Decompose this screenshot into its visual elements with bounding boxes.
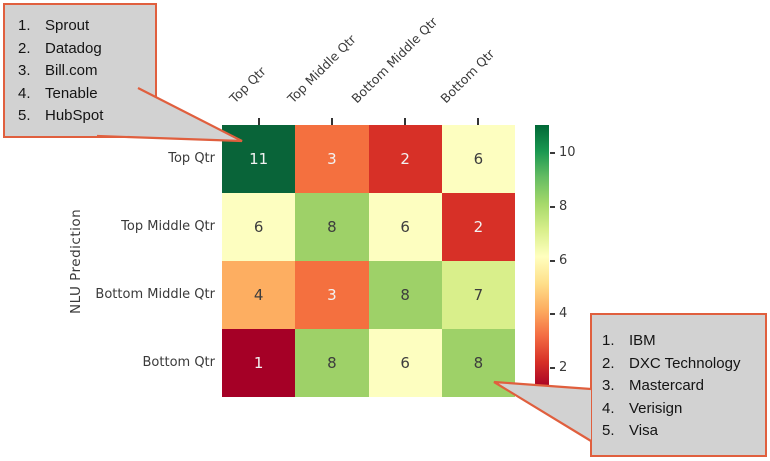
callout-list-item: 2. Datadog — [18, 38, 149, 61]
x-tick-mark — [330, 118, 333, 125]
y-tick-label: Bottom Qtr — [142, 355, 216, 370]
heatmap-cell-r3c1: 8 — [295, 329, 369, 397]
colorbar — [535, 125, 549, 388]
colorbar-tick-mark — [550, 366, 555, 369]
heatmap-cell-r0c3: 6 — [441, 125, 515, 193]
callout-bottom-right: 1. IBM 2. DXC Technology 3. Mastercard 4. Veris… — [590, 313, 767, 457]
heatmap-cell-r3c3: 8 — [441, 329, 515, 397]
x-tick-label: Bottom Middle Qtr — [348, 14, 441, 107]
callout-item-number: 3. — [18, 62, 31, 80]
callout-item-number: 4. — [18, 84, 31, 102]
callout-item-label: Bill.com — [45, 62, 98, 80]
callout-item-number: 5. — [18, 107, 31, 125]
callout-list-item: 5. HubSpot — [18, 105, 149, 128]
x-tick-mark — [404, 118, 407, 125]
heatmap-cell-r1c1: 8 — [295, 193, 369, 261]
colorbar-tick-mark — [550, 205, 555, 208]
callout-item-label: HubSpot — [45, 107, 104, 125]
callout-item-label: Tenable — [45, 84, 98, 102]
callout-bottom-right-list: 1. IBM 2. DXC Technology 3. Mastercard 4. Veris… — [592, 315, 765, 449]
callout-list-item: 2. DXC Technology — [602, 353, 759, 376]
callout-item-label: Visa — [629, 422, 658, 440]
callout-top-left: 1. Sprout 2. Datadog 3. Bill.com 4. Tenable 5. Hu… — [3, 3, 157, 138]
callout-list-item: 4. Tenable — [18, 83, 149, 106]
heatmap-cell-r1c2: 6 — [368, 193, 442, 261]
callout-list-item: 3. Mastercard — [602, 375, 759, 398]
x-tick-label: Bottom Qtr — [437, 46, 498, 106]
callout-item-number: 2. — [602, 354, 615, 372]
colorbar-tick-label: 4 — [559, 306, 568, 322]
callout-list-item: 5. Visa — [602, 420, 759, 443]
callout-item-label: DXC Technology — [629, 354, 741, 372]
colorbar-tick-label: 6 — [559, 252, 568, 268]
callout-item-number: 3. — [602, 377, 615, 395]
heatmap-cell-r1c3: 2 — [441, 193, 515, 261]
heatmap-cell-r0c0: 11 — [222, 125, 296, 193]
callout-list-item: 1. Sprout — [18, 15, 149, 38]
heatmap-cell-r1c0: 6 — [222, 193, 296, 261]
heatmap-cell-r2c2: 8 — [368, 261, 442, 329]
heatmap-cell-r3c0: 1 — [222, 329, 296, 397]
callout-item-number: 1. — [602, 332, 615, 349]
colorbar-tick-mark — [550, 152, 555, 155]
colorbar-tick-label: 2 — [559, 359, 568, 375]
heatmap-cell-r2c1: 3 — [295, 261, 369, 329]
callout-item-label: Verisign — [629, 399, 683, 417]
callout-item-number: 4. — [602, 399, 615, 417]
callout-top-left-list: 1. Sprout 2. Datadog 3. Bill.com 4. Tenable 5. Hu… — [5, 5, 155, 134]
x-tick-label: Top Qtr — [226, 63, 270, 106]
heatmap-grid: 11 3 2 6 6 8 6 2 4 3 8 7 1 8 6 8 — [222, 125, 515, 397]
heatmap-cell-r3c2: 6 — [368, 329, 442, 397]
callout-item-number: 5. — [602, 422, 615, 440]
callout-item-number: 1. — [18, 17, 31, 34]
x-tick-mark — [477, 118, 480, 125]
callout-item-label: Mastercard — [629, 377, 705, 395]
colorbar-tick-mark — [550, 313, 555, 316]
colorbar-tick-label: 10 — [559, 145, 576, 161]
heatmap-cell-r0c1: 3 — [295, 125, 369, 193]
callout-list-item: 1. IBM — [602, 330, 759, 353]
callout-item-label: Sprout — [45, 17, 90, 34]
y-tick-label: Bottom Middle Qtr — [95, 287, 215, 302]
x-tick-mark — [257, 118, 260, 125]
y-tick-label: Top Qtr — [168, 151, 215, 166]
callout-item-label: IBM — [629, 332, 656, 349]
callout-item-label: Datadog — [45, 39, 102, 57]
callout-list-item: 4. Verisign — [602, 398, 759, 421]
heatmap-cell-r2c3: 7 — [441, 261, 515, 329]
y-tick-label: Top Middle Qtr — [121, 219, 215, 234]
heatmap-cell-r0c2: 2 — [368, 125, 442, 193]
callout-item-number: 2. — [18, 39, 31, 57]
callout-list-item: 3. Bill.com — [18, 60, 149, 83]
colorbar-tick-label: 8 — [559, 198, 568, 214]
colorbar-tick-mark — [550, 259, 555, 262]
heatmap-cell-r2c0: 4 — [222, 261, 296, 329]
